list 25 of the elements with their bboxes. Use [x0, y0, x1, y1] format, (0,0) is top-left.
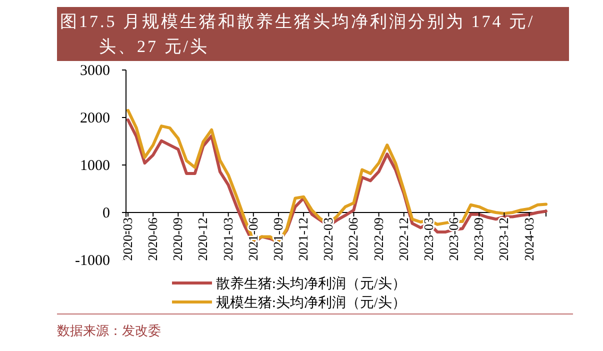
y-tick-label: 1000: [80, 158, 110, 174]
x-tick-label: 2024-03: [521, 218, 536, 261]
legend-label: 规模生猪:头均净利润（元/头）: [216, 295, 406, 311]
y-tick-label: 0: [102, 206, 110, 222]
x-tick-label: 2021-06: [245, 217, 260, 261]
y-tick-label: 2000: [80, 110, 110, 126]
x-tick-label: 2020-06: [145, 217, 160, 261]
x-tick-label: 2023-06: [446, 217, 462, 261]
x-tick-label: 2020-09: [170, 218, 186, 261]
y-tick-label: 3000: [80, 63, 110, 79]
x-tick-label: 2020-12: [195, 218, 210, 261]
x-tick-label: 2022-06: [346, 217, 361, 261]
x-tick-label: 2022-12: [396, 218, 411, 261]
chart-title: 图17.5 月规模生猪和散养生猪头均净利润分别为 174 元/头、27 元/头: [57, 7, 569, 61]
x-tick-label: 2023-09: [471, 218, 486, 261]
x-tick-label: 2023-12: [496, 218, 512, 261]
x-tick-label: 2022-09: [370, 218, 386, 261]
legend-label: 散养生猪:头均净利润（元/头）: [216, 276, 406, 292]
x-tick-label: 2021-12: [296, 218, 311, 261]
x-tick-label: 2022-03: [320, 218, 336, 261]
x-tick-label: 2021-03: [220, 218, 236, 261]
x-tick-label: 2021-09: [270, 218, 286, 261]
y-tick-label: -1000: [75, 253, 110, 269]
x-tick-label: 2023-03: [420, 218, 436, 261]
source-note: 数据来源：发改委: [57, 323, 161, 338]
